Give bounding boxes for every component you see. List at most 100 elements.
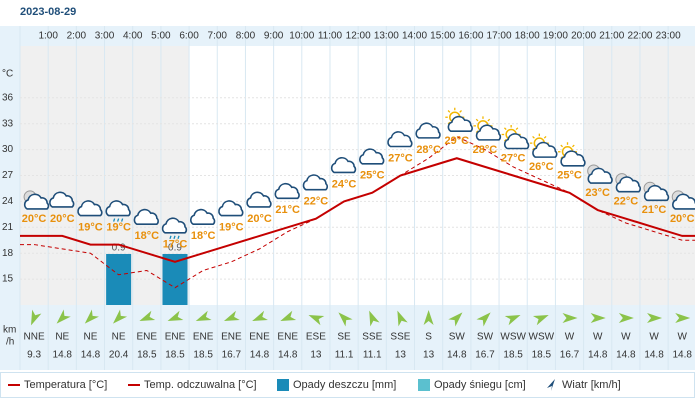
wind-arrow	[31, 309, 42, 326]
cloud	[615, 176, 641, 193]
hour-label: 18:00	[515, 31, 540, 42]
weather-icon	[105, 200, 131, 222]
hour-header	[0, 26, 695, 46]
temp-label: 27°C	[388, 152, 413, 164]
temp-label: 21°C	[642, 204, 667, 216]
hour-label: 3:00	[95, 31, 115, 42]
weather-icon	[558, 142, 586, 167]
hour-label: 5:00	[151, 31, 171, 42]
rain-drop	[121, 218, 124, 222]
wind-arrow	[223, 310, 240, 322]
hour-label: 15:00	[430, 31, 455, 42]
legend-label: Temperatura [°C]	[24, 379, 107, 391]
temp-label: 18°C	[191, 230, 216, 242]
weather-icon	[445, 107, 473, 133]
sun-ray	[475, 130, 479, 134]
wind-direction: ENE	[137, 332, 158, 343]
cloud	[49, 191, 75, 208]
wind-speed: 13	[395, 350, 407, 361]
wind-speed: 16.7	[560, 350, 580, 361]
wind-arrow	[84, 309, 99, 324]
wind-direction: SE	[337, 332, 351, 343]
rain-drop	[173, 235, 176, 240]
rain-bar	[106, 253, 132, 305]
wind-direction: S	[425, 332, 432, 343]
temp-label: 22°C	[304, 196, 329, 208]
wind-speed: 14.8	[278, 350, 298, 361]
sun-ray	[487, 118, 491, 122]
hour-label: 14:00	[402, 31, 427, 42]
wind-arrow	[397, 310, 408, 327]
wind-speed: 14.8	[644, 350, 664, 361]
wind-arrow	[562, 313, 578, 323]
wind-speed: 11.1	[335, 350, 354, 361]
wind-speed: 16.7	[222, 350, 242, 361]
wind-direction: W	[678, 332, 688, 343]
temp-label: 19°C	[106, 221, 131, 233]
sun-ray	[515, 127, 519, 131]
hour-label: 1:00	[38, 31, 58, 42]
y-tick-label: 30	[2, 144, 14, 155]
hour-label: 17:00	[487, 31, 512, 42]
wind-direction: ENE	[193, 332, 214, 343]
wind-speed: 16.7	[475, 350, 495, 361]
weather-icon	[133, 208, 159, 225]
hour-label: 2:00	[67, 31, 87, 42]
weather-icon	[77, 200, 103, 217]
wind-arrow	[423, 310, 434, 325]
wind-arrow	[504, 314, 521, 326]
weather-icon	[671, 190, 695, 210]
sun-ray	[447, 110, 451, 113]
temp-label: 20°C	[247, 213, 272, 225]
wind-speed: 13	[310, 350, 322, 361]
cloud	[415, 122, 441, 139]
wind-speed: 20.4	[109, 350, 129, 361]
cloud	[532, 141, 558, 158]
wind-speed: 18.5	[193, 350, 213, 361]
temp-label: 20°C	[670, 213, 695, 225]
weather-icon	[587, 164, 613, 184]
weather-icon	[415, 122, 441, 139]
temp-label: 21°C	[275, 204, 300, 216]
wind-direction: SSE	[362, 332, 382, 343]
wind-speed: 13	[423, 350, 435, 361]
cloud	[23, 193, 50, 210]
wind-arrow	[167, 310, 184, 322]
weather-icon	[529, 133, 558, 158]
temp-line	[20, 157, 695, 263]
wind-arrow	[252, 310, 268, 322]
wind-arrow	[139, 310, 156, 322]
hour-label: 8:00	[236, 31, 256, 42]
legend-swatch	[418, 379, 430, 391]
wind-direction: W	[649, 332, 659, 343]
hour-label: 11:00	[318, 31, 343, 42]
legend-swatch	[277, 379, 289, 391]
wind-arrow	[280, 310, 297, 322]
temp-label: 29°C	[445, 135, 470, 147]
sun-ray	[475, 118, 479, 122]
temp-label: 27°C	[501, 152, 526, 164]
hour-label: 10:00	[289, 31, 314, 42]
wind-arrow	[532, 314, 549, 326]
weather-icon	[387, 131, 413, 148]
temp-label: 19°C	[219, 221, 244, 233]
sun-ray	[560, 156, 564, 159]
wind-speed: 9.3	[27, 350, 41, 361]
sun-ray	[447, 121, 451, 125]
y-tick-label: 15	[2, 274, 14, 285]
rain-drop	[113, 218, 116, 222]
wind-arrow	[308, 314, 325, 326]
hour-label: 6:00	[179, 31, 199, 42]
rain-label: 0.9	[112, 243, 126, 254]
y-axis-label: °C	[2, 69, 13, 80]
wind-arrow	[476, 312, 491, 327]
hour-label: 23:00	[656, 31, 681, 42]
wind-speed: 18.5	[503, 350, 523, 361]
weather-icon	[189, 208, 216, 225]
y-tick-label: 27	[2, 170, 14, 181]
rain-label: 0.9	[168, 243, 182, 254]
weather-icon	[23, 190, 50, 210]
wind-speed: 18.5	[137, 350, 157, 361]
hour-label: 7:00	[208, 31, 228, 42]
hour-label: 4:00	[123, 31, 143, 42]
